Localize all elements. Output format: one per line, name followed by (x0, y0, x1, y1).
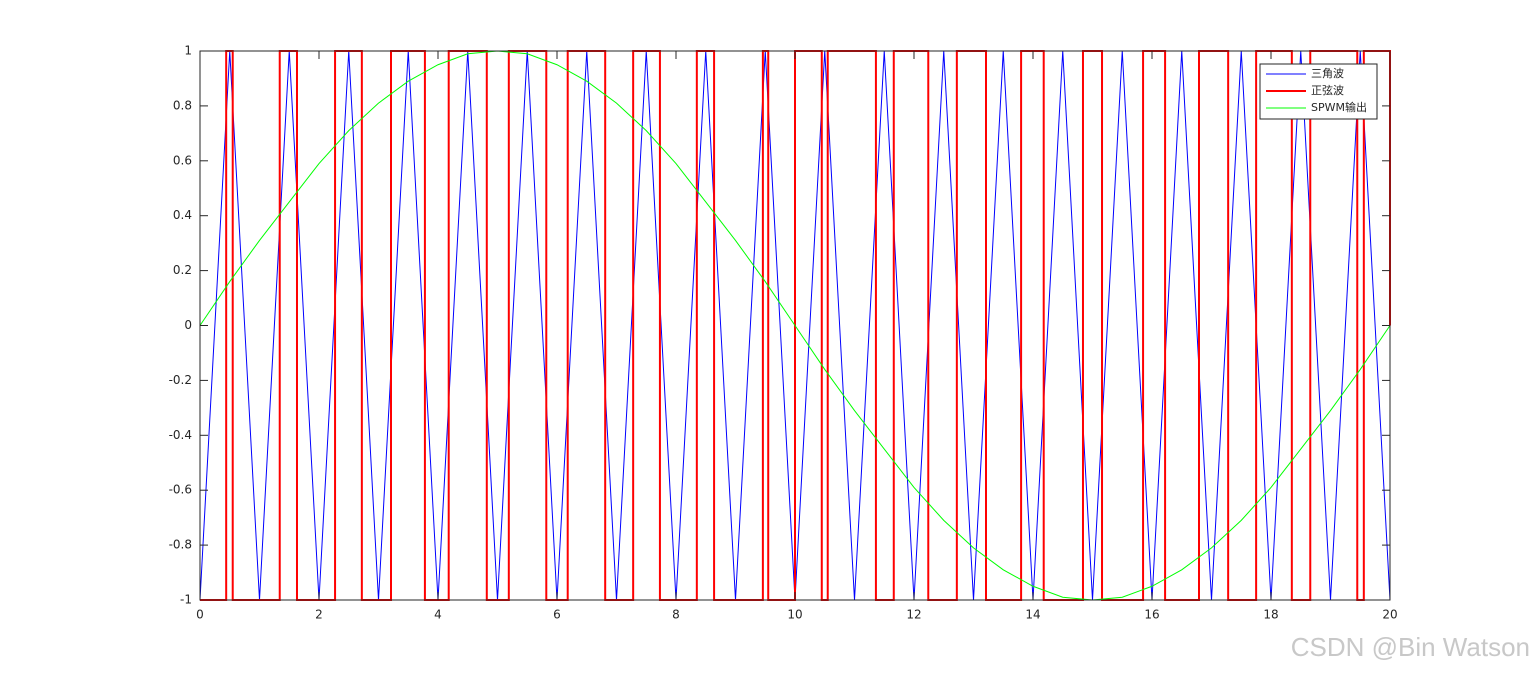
y-tick-label: 0 (184, 318, 192, 332)
y-tick-label: 0.2 (173, 263, 192, 277)
x-tick-label: 6 (553, 608, 561, 622)
y-tick-label: -0.8 (169, 538, 192, 552)
x-tick-label: 2 (315, 608, 323, 622)
x-tick-label: 12 (906, 608, 921, 622)
y-tick-label: 1 (184, 44, 192, 58)
legend-label: 三角波 (1311, 67, 1344, 80)
y-tick-label: -1 (180, 593, 192, 607)
y-tick-label: -0.4 (169, 428, 192, 442)
x-tick-label: 4 (434, 608, 442, 622)
x-tick-label: 18 (1263, 608, 1278, 622)
x-tick-label: 16 (1144, 608, 1159, 622)
y-tick-label: 0.4 (173, 208, 192, 222)
x-tick-label: 0 (196, 608, 204, 622)
x-tick-label: 10 (787, 608, 802, 622)
series-line (199, 50, 1391, 601)
legend-label: 正弦波 (1311, 83, 1344, 97)
watermark: CSDN @Bin Watson (1291, 632, 1530, 662)
legend-label: SPWM输出 (1311, 100, 1367, 114)
x-tick-label: 14 (1025, 608, 1040, 622)
x-tick-label: 8 (672, 608, 680, 622)
y-tick-label: 0.8 (173, 98, 192, 112)
y-tick-label: -0.2 (169, 373, 192, 387)
y-tick-label: -0.6 (169, 483, 192, 497)
x-tick-label: 20 (1382, 608, 1397, 622)
y-tick-label: 0.6 (173, 153, 192, 167)
